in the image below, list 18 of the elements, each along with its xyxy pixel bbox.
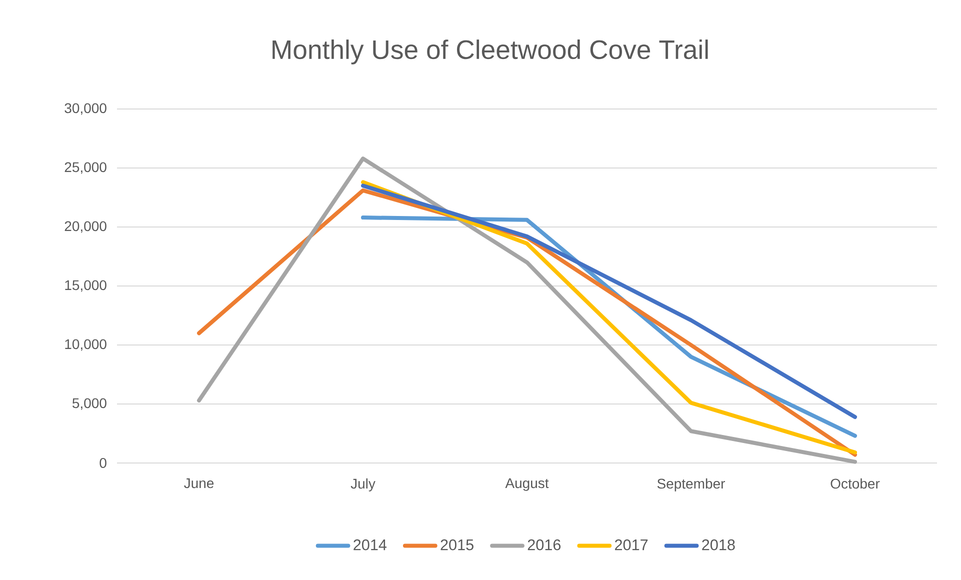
y-tick-label: 25,000 bbox=[64, 162, 106, 174]
chart-title: Monthly Use of Cleetwood Cove Trail bbox=[272, 40, 708, 64]
legend-label: 2016 bbox=[528, 539, 561, 550]
x-tick-label: October bbox=[830, 478, 880, 489]
y-tick-label: 0 bbox=[100, 458, 106, 468]
y-tick-label: 20,000 bbox=[64, 221, 106, 233]
y-tick-label: 15,000 bbox=[65, 280, 106, 292]
x-tick-label: July bbox=[350, 478, 376, 492]
y-tick-label: 10,000 bbox=[65, 339, 106, 351]
y-tick-label: 5,000 bbox=[72, 398, 106, 410]
legend-label: 2015 bbox=[440, 539, 474, 550]
x-tick-label: August bbox=[505, 478, 549, 491]
x-tick-label: June bbox=[184, 478, 214, 488]
x-tick-label: September bbox=[657, 478, 726, 492]
legend-label: 2017 bbox=[615, 539, 648, 550]
y-tick-label: 30,000 bbox=[64, 103, 106, 115]
legend-label: 2018 bbox=[702, 539, 735, 550]
legend-label: 2014 bbox=[354, 539, 387, 550]
